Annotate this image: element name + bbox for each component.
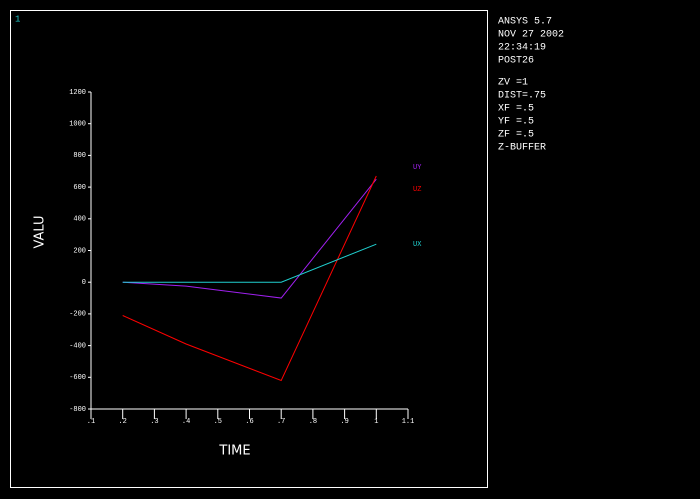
legend-label: UX — [413, 241, 422, 249]
legend-label: UZ — [413, 186, 421, 194]
series-line — [122, 243, 377, 283]
y-tick-label: 200 — [73, 247, 86, 255]
x-tick-label: .5 — [214, 418, 222, 426]
y-axis-label: VALU — [33, 215, 48, 248]
info-line: YF =.5 — [498, 117, 534, 128]
x-tick-label: .3 — [150, 418, 158, 426]
x-tick-label: 1 — [374, 418, 378, 426]
x-tick-label: .2 — [118, 418, 126, 426]
info-line: Z-BUFFER — [498, 143, 546, 154]
y-tick-label: 0 — [82, 279, 86, 287]
plot-frame — [10, 10, 488, 488]
x-axis-label: TIME — [218, 444, 250, 459]
legend-label: UY — [413, 164, 422, 172]
y-tick-label: 1000 — [69, 121, 86, 129]
x-tick-label: .4 — [182, 418, 190, 426]
y-tick-label: 600 — [73, 184, 86, 192]
x-tick-label: .1 — [87, 418, 95, 426]
y-tick-label: -600 — [69, 374, 86, 382]
y-tick-label: -400 — [69, 342, 86, 350]
info-line: ZF =.5 — [498, 130, 534, 141]
y-tick-label: -200 — [69, 311, 86, 319]
x-tick-label: .8 — [309, 418, 317, 426]
window-number: 1 — [15, 14, 20, 24]
x-tick-label: .6 — [245, 418, 253, 426]
y-tick-label: 1200 — [69, 89, 86, 97]
x-tick-label: 1.1 — [402, 418, 415, 426]
info-line: POST26 — [498, 56, 534, 67]
x-tick-label: .7 — [277, 418, 285, 426]
series-line — [122, 178, 377, 299]
info-line: ZV =1 — [498, 78, 528, 89]
y-tick-label: 800 — [73, 152, 86, 160]
info-line: 22:34:19 — [498, 43, 546, 54]
y-tick-label: 400 — [73, 216, 86, 224]
info-line: XF =.5 — [498, 104, 534, 115]
info-line: NOV 27 2002 — [498, 30, 564, 41]
series-line — [122, 175, 377, 382]
info-line: DIST=.75 — [498, 91, 546, 102]
x-tick-label: .9 — [340, 418, 348, 426]
y-tick-label: -800 — [69, 406, 86, 414]
info-line: ANSYS 5.7 — [498, 17, 552, 28]
